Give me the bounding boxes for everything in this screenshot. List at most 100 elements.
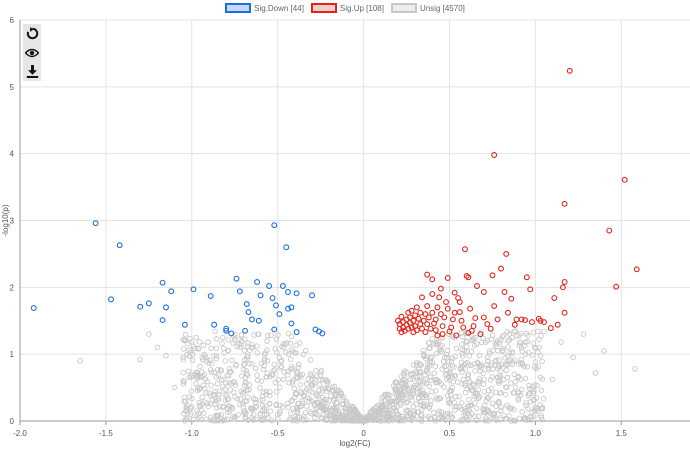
unsig-point [452,407,458,413]
unsig-point [396,412,402,418]
unsig-point [454,379,461,385]
unsig-point [289,365,295,372]
reset-icon[interactable] [23,25,41,43]
unsig-point [296,414,302,420]
unsig-point [535,328,541,335]
unsig-point [272,379,279,386]
y-tick-label: 5 [10,83,15,92]
unsig-point [433,379,439,386]
unsig-point [180,369,187,376]
unsig-point [264,338,270,345]
unsig-point [541,328,547,335]
unsig-point [213,336,220,342]
legend-swatch-sig-up [310,3,337,13]
unsig-point [257,385,263,391]
unsig-point [514,333,520,339]
unsig-point [209,360,215,367]
sig-up-point [417,321,424,328]
unsig-point [304,403,310,409]
unsig-point [276,354,283,361]
unsig-point [291,385,298,392]
unsig-point [393,398,399,404]
unsig-point [280,344,287,351]
unsig-point [421,352,427,359]
unsig-point [535,349,541,356]
unsig-point [355,410,361,417]
unsig-point [275,332,281,338]
y-tick-label: 4 [10,150,15,159]
unsig-point [485,365,492,371]
unsig-point [257,397,264,403]
unsig-point [241,361,248,367]
sig-up-point [451,289,458,296]
sig-down-point [309,292,316,299]
unsig-point [223,380,229,386]
y-tick-label: 3 [10,217,15,226]
legend-item-unsig[interactable]: Unsig [4570] [390,3,465,13]
unsig-point [285,404,292,410]
unsig-point [307,357,314,363]
unsig-point [384,407,390,414]
sig-down-point [207,293,214,299]
unsig-point [403,399,410,406]
unsig-point [188,404,195,410]
unsig-point [478,339,485,346]
sig-up-point [424,303,431,309]
unsig-point [347,418,354,424]
unsig-point [316,381,323,388]
unsig-point [218,412,224,418]
sig-up-point [398,313,405,320]
unsig-point [290,377,297,383]
sig-up-point [621,176,628,183]
unsig-point [495,363,502,369]
unsig-point [528,417,535,423]
unsig-point [592,370,599,376]
unsig-point [199,401,205,407]
unsig-point [519,362,526,368]
unsig-point [459,417,466,424]
unsig-point [239,338,245,344]
unsig-point [438,348,445,354]
unsig-point [518,356,525,363]
sig-up-point [429,291,436,297]
x-tick-label: 1.5 [616,429,628,438]
unsig-point [329,387,335,394]
sig-down-point [257,292,264,299]
sig-up-point [470,323,477,330]
legend-item-sig-up[interactable]: Sig.Up [108] [310,3,384,13]
unsig-point [381,417,387,424]
sig-up-point [522,317,529,324]
unsig-point [430,409,437,416]
sig-down-point [159,279,166,286]
unsig-point [219,334,226,341]
sig-up-point [494,316,501,323]
unsig-point [515,390,521,396]
unsig-point [549,376,556,383]
sig-up-point [415,315,422,322]
unsig-point [203,358,210,364]
unsig-point [188,374,194,381]
unsig-point [263,374,269,380]
legend-item-sig-down[interactable]: Sig.Down [44] [225,3,304,13]
unsig-point [443,363,449,369]
unsig-point [216,388,223,394]
eye-icon[interactable] [23,44,41,62]
sig-up-point [434,332,441,339]
sig-up-point [422,311,429,318]
unsig-point [504,361,510,367]
unsig-point [302,410,309,416]
unsig-point [444,354,450,361]
unsig-point [340,401,346,407]
unsig-point [431,370,437,376]
unsig-point [471,361,477,367]
unsig-point [319,403,325,410]
unsig-point [267,408,274,414]
unsig-point [446,377,453,383]
unsig-point [245,353,251,360]
unsig-point [500,332,507,339]
x-tick-label: 0.5 [444,429,456,438]
unsig-point [297,382,304,388]
unsig-point [424,392,430,398]
sig-up-point [412,312,419,319]
download-icon[interactable] [23,63,41,81]
